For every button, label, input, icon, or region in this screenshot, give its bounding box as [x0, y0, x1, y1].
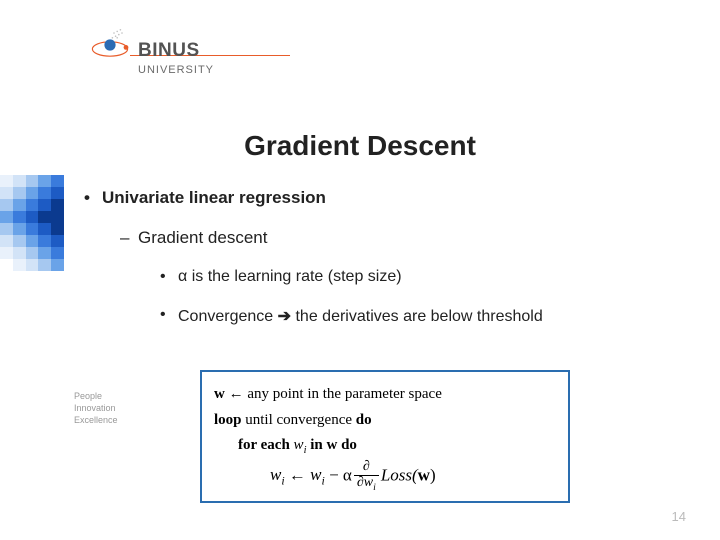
- keyword: do: [337, 437, 357, 453]
- tagline-line: People: [74, 390, 118, 402]
- content: Univariate linear regression Gradient de…: [82, 188, 670, 346]
- var-w: w: [214, 386, 225, 402]
- tagline-line: Innovation: [74, 402, 118, 414]
- arrow-icon: ➔: [278, 308, 291, 325]
- assign: ←: [285, 465, 311, 484]
- bullet-level3: α is the learning rate (step size): [82, 268, 670, 286]
- tagline-line: Excellence: [74, 414, 118, 426]
- var-w: w: [418, 465, 430, 484]
- algo-line: w ← any point in the parameter space: [214, 382, 556, 408]
- logo-brand: BINUS: [138, 40, 214, 62]
- algo-formula: wi ← wi − α∂∂wiLoss(w): [214, 460, 556, 493]
- bullet-level1: Univariate linear regression: [82, 188, 670, 208]
- algo-text: ← any point in the parameter space: [225, 386, 442, 402]
- tagline: People Innovation Excellence: [74, 390, 118, 426]
- keyword: for each: [238, 437, 294, 453]
- var: w: [294, 437, 304, 453]
- algorithm-box: w ← any point in the parameter space loo…: [200, 370, 570, 503]
- logo-text: BINUS UNIVERSITY: [138, 40, 214, 76]
- keyword: do: [356, 412, 372, 428]
- accent-bar: [0, 175, 64, 475]
- slide-title: Gradient Descent: [0, 130, 720, 162]
- keyword: in: [306, 437, 326, 453]
- bullet-text: Convergence: [178, 308, 278, 325]
- page-number: 14: [672, 509, 686, 524]
- algo-line: for each wi in w do: [214, 433, 556, 460]
- logo-sub: UNIVERSITY: [138, 64, 214, 76]
- globe-icon: [90, 25, 130, 65]
- keyword: loop: [214, 412, 242, 428]
- numerator: ∂: [354, 460, 379, 476]
- minus-alpha: − α: [325, 465, 352, 484]
- logo: BINUS UNIVERSITY: [80, 20, 240, 95]
- bullet-level3: Convergence ➔ the derivatives are below …: [82, 306, 670, 326]
- loss-fn: Loss(: [381, 465, 418, 484]
- bullet-level2: Gradient descent: [82, 228, 670, 248]
- bullet-text: the derivatives are below threshold: [291, 308, 543, 325]
- var-w: w: [327, 437, 338, 453]
- fraction: ∂∂wi: [354, 460, 379, 493]
- algo-line: loop until convergence do: [214, 408, 556, 434]
- algo-text: until convergence: [242, 412, 356, 428]
- close-paren: ): [430, 465, 436, 484]
- denominator: ∂wi: [354, 476, 379, 493]
- var: w: [270, 465, 281, 484]
- var: w: [310, 465, 321, 484]
